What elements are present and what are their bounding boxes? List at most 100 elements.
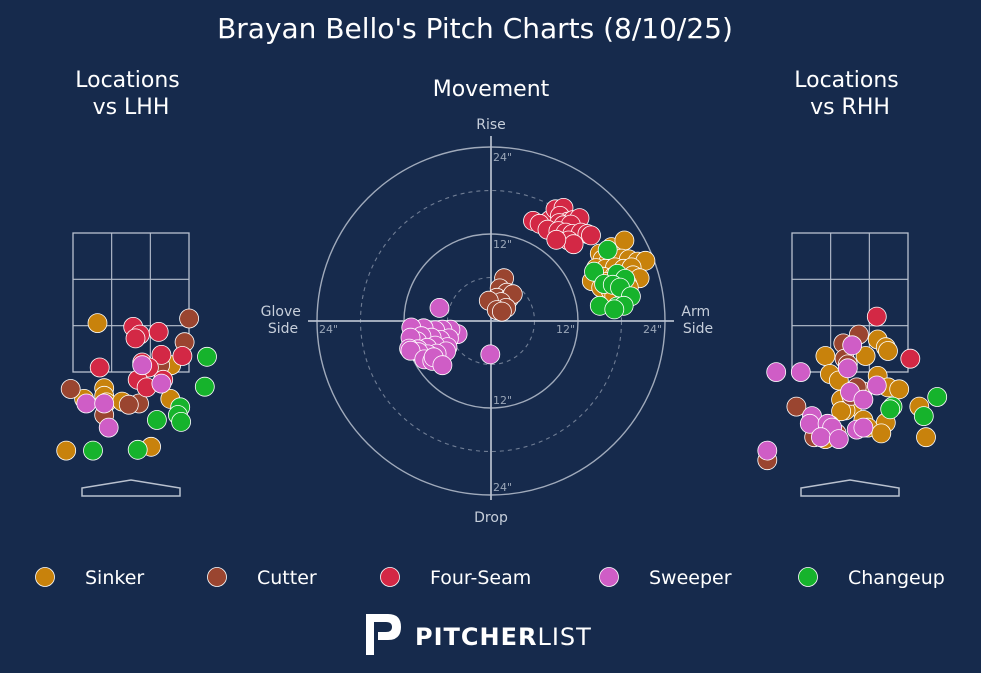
home-plate-lhh (81, 479, 181, 497)
four-seam-pitch-point (866, 306, 887, 327)
legend: Sinker Cutter Four-Seam Sweeper Changeup (35, 567, 945, 589)
ring-label: 12" (493, 238, 512, 251)
sinker-pitch-point (878, 341, 898, 361)
legend-item-four-seam: Four-Seam (380, 567, 531, 589)
glove-side-line-2: Side (268, 321, 298, 337)
changeup-pitch-point (171, 411, 192, 432)
four-seam-pitch-point (125, 328, 146, 349)
legend-marker (380, 567, 400, 587)
lhh-points (56, 308, 217, 461)
rhh-title-line-1: Locations (794, 68, 899, 93)
sinker-pitch-point (87, 313, 108, 334)
sweeper-movement-point (480, 344, 501, 365)
sinker-pitch-point (855, 346, 876, 366)
rhh-title-line-2: vs RHH (810, 95, 890, 120)
legend-marker (207, 567, 227, 587)
sinker-pitch-point (916, 427, 936, 448)
cutter-movement-point (491, 301, 512, 322)
sweeper-pitch-point (757, 440, 778, 461)
lhh-panel-title: Locations vs LHH (75, 68, 187, 120)
ring-label: 24" (319, 323, 338, 336)
legend-marker (798, 567, 818, 587)
ring-label: 24" (493, 151, 512, 164)
four-seam-pitch-point (900, 348, 921, 369)
changeup-pitch-point (194, 376, 215, 397)
rhh-points (757, 306, 948, 471)
cutter-pitch-point (786, 396, 807, 417)
arm-side-line-2: Side (683, 321, 713, 337)
sweeper-pitch-point (766, 362, 787, 383)
changeup-pitch-point (197, 346, 217, 367)
changeup-movement-point (597, 239, 618, 260)
glove-side-label: Glove Side (261, 304, 306, 337)
pitcherlist-p-icon (366, 614, 401, 655)
sweeper-pitch-point (853, 389, 874, 410)
lhh-title-line-2: vs LHH (93, 95, 170, 120)
ring-labels: 12"12"12"12"24"24"24"24" (319, 151, 662, 494)
four-seam-pitch-point (151, 344, 172, 365)
four-seam-pitch-point (172, 346, 193, 366)
glove-side-line-1: Glove (261, 304, 301, 320)
pitcherlist-logo: PITCHERLIST (366, 614, 592, 655)
ring-label: 24" (493, 481, 512, 494)
movement-panel: Movement Rise Drop Glove Side Arm Side 1… (261, 77, 714, 526)
cutter-pitch-point (179, 308, 200, 329)
ring-label: 12" (493, 394, 512, 407)
logo-wordmark: PITCHERLIST (415, 623, 592, 651)
four-seam-movement-point (581, 225, 601, 246)
rhh-panel-title: Locations vs RHH (794, 68, 906, 120)
legend-label: Cutter (257, 567, 317, 589)
sweeper-pitch-point (853, 417, 874, 438)
changeup-pitch-point (913, 406, 934, 427)
arm-side-line-1: Arm (681, 304, 710, 320)
locations-vs-lhh-panel: Locations vs LHH (56, 68, 217, 497)
logo-light: LIST (537, 623, 591, 651)
sweeper-pitch-point (132, 355, 153, 376)
cutter-pitch-point (60, 379, 81, 399)
four-seam-movement-point (563, 234, 584, 255)
ring-label: 12" (556, 323, 575, 336)
lhh-title-line-1: Locations (75, 68, 180, 93)
cutter-pitch-point (118, 394, 139, 415)
logo-bold: PITCHER (415, 623, 537, 651)
changeup-pitch-point (83, 440, 103, 461)
sinker-pitch-point (831, 401, 851, 422)
four-seam-pitch-point (148, 321, 169, 342)
drop-label: Drop (474, 510, 508, 526)
legend-item-sweeper: Sweeper (599, 567, 732, 589)
sweeper-pitch-point (828, 429, 849, 450)
movement-points (399, 197, 656, 376)
changeup-movement-point (604, 299, 625, 320)
sinker-pitch-point (815, 346, 836, 366)
sinker-pitch-point (56, 440, 77, 461)
sweeper-pitch-point (151, 373, 172, 394)
four-seam-movement-point (546, 229, 567, 250)
legend-marker (599, 567, 619, 587)
legend-label: Changeup (848, 567, 945, 589)
ring-label: 24" (643, 323, 662, 336)
strike-zone-lhh (72, 232, 190, 373)
strike-zone-box (72, 232, 190, 373)
legend-item-cutter: Cutter (207, 567, 317, 589)
sweeper-pitch-point (811, 427, 831, 448)
sweeper-pitch-point (98, 417, 119, 438)
legend-label: Four-Seam (430, 567, 531, 589)
sweeper-pitch-point (76, 393, 97, 414)
sweeper-pitch-point (842, 335, 863, 356)
changeup-pitch-point (880, 399, 901, 420)
sweeper-movement-point (432, 355, 453, 376)
legend-item-sinker: Sinker (35, 567, 144, 589)
rise-label: Rise (476, 117, 506, 133)
page-title: Brayan Bello's Pitch Charts (8/10/25) (217, 12, 733, 45)
four-seam-pitch-point (89, 357, 110, 378)
sweeper-pitch-point (94, 393, 115, 414)
sweeper-pitch-point (866, 375, 887, 396)
locations-vs-rhh-panel: Locations vs RHH (757, 68, 948, 497)
changeup-pitch-point (127, 439, 148, 460)
sweeper-pitch-point (837, 358, 858, 379)
sweeper-pitch-point (790, 362, 811, 383)
arm-side-label: Arm Side (681, 304, 714, 337)
sinker-pitch-point (871, 423, 892, 444)
legend-label: Sinker (85, 567, 144, 589)
